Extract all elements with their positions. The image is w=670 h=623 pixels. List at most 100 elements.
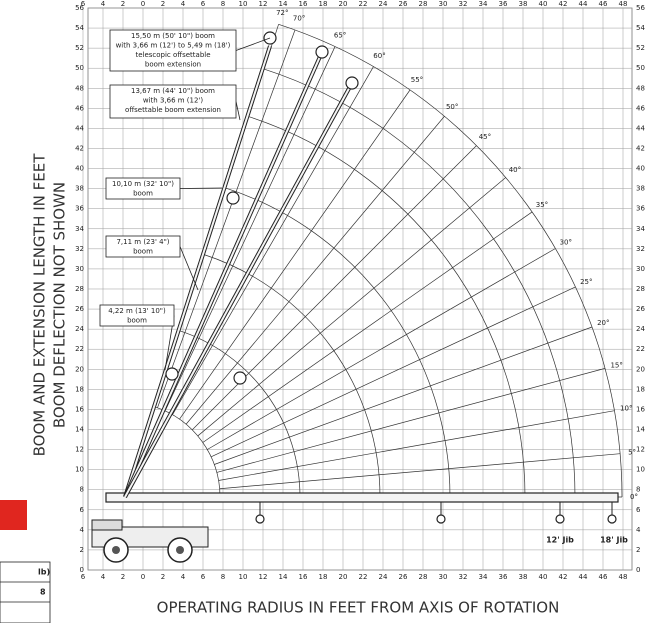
x-tick-label: 32: [459, 573, 468, 581]
y-tick-label: 46: [636, 104, 645, 112]
y-tick-label: 22: [636, 345, 645, 353]
x-tick-label: 22: [359, 573, 368, 581]
y-tick-label: 30: [636, 265, 645, 273]
sheave: [165, 367, 179, 381]
x-tick-label: 10: [239, 0, 248, 8]
y-tick-label: 26: [636, 305, 645, 313]
label-box: [109, 84, 237, 119]
x-tick-label: 16: [299, 573, 308, 581]
jib-label: 12' Jib: [546, 536, 574, 545]
x-tick-label: 44: [579, 0, 588, 8]
x-tick-label: 14: [279, 0, 288, 8]
x-tick-label: 2: [161, 573, 165, 581]
hook: [555, 514, 565, 524]
x-tick-label: 12: [259, 0, 268, 8]
boom-label: 13,67 m (44' 10") boom: [131, 87, 215, 95]
y-tick-label: 50: [636, 64, 645, 72]
y-tick-label: 54: [75, 24, 84, 32]
x-axis-title: OPERATING RADIUS IN FEET FROM AXIS OF RO…: [157, 599, 560, 617]
hook: [436, 514, 446, 524]
x-tick-label: 48: [619, 0, 628, 8]
y-tick-label: 30: [75, 265, 84, 273]
hub: [176, 546, 184, 554]
x-tick-label: 22: [359, 0, 368, 8]
boom-label: boom: [133, 248, 153, 256]
y-tick-label: 4: [80, 526, 85, 534]
angle-line: [185, 116, 445, 425]
angle-label: 35°: [536, 201, 548, 209]
x-tick-label: 28: [419, 0, 428, 8]
hub: [112, 546, 120, 554]
x-tick-label: 18: [319, 573, 328, 581]
range-arc: [203, 254, 381, 498]
angle-line: [219, 453, 621, 490]
angle-label: 5°: [628, 449, 636, 457]
angle-label: 0°: [630, 493, 638, 501]
angle-label: 40°: [509, 166, 521, 174]
x-tick-label: 26: [399, 0, 408, 8]
angle-line: [202, 211, 533, 443]
boom-label: boom: [133, 190, 153, 198]
boom-label: offsettable boom extension: [125, 106, 221, 114]
angle-line: [172, 66, 374, 415]
range-arc: [225, 187, 451, 498]
angle-line: [164, 46, 336, 412]
angle-line: [197, 177, 506, 437]
x-tick-label: 46: [599, 573, 608, 581]
sheave: [315, 45, 329, 59]
y-tick-label: 12: [636, 446, 645, 454]
angle-label: 50°: [446, 103, 458, 111]
x-tick-label: 20: [339, 573, 348, 581]
x-tick-label: 16: [299, 0, 308, 8]
x-tick-label: 48: [619, 573, 628, 581]
x-tick-label: 36: [499, 0, 508, 8]
label-box: [105, 177, 181, 200]
range-arc: [263, 68, 576, 498]
x-tick-label: 4: [181, 0, 186, 8]
y-tick-label: 18: [75, 385, 84, 393]
leader: [235, 37, 271, 51]
y-tick-label: 16: [75, 405, 84, 413]
y-tick-label: 46: [75, 104, 84, 112]
y-tick-label: 34: [636, 225, 645, 233]
y-tick-label: 24: [636, 325, 645, 333]
y-tick-label: 2: [80, 546, 84, 554]
boom-label: 4,22 m (13' 10"): [108, 307, 166, 315]
boom-label: boom: [127, 317, 147, 325]
x-tick-label: 24: [379, 0, 388, 8]
sheave: [233, 371, 247, 385]
x-tick-label: 6: [201, 0, 206, 8]
angle-line: [216, 368, 606, 473]
boom-label: 10,10 m (32' 10"): [112, 180, 174, 188]
y-tick-label: 38: [636, 185, 645, 193]
boom-label: 15,50 m (50' 10") boom: [131, 32, 215, 40]
jib-boom: [105, 492, 619, 503]
x-tick-label: 2: [121, 0, 125, 8]
angle-label: 10°: [620, 405, 632, 413]
angle-label: 55°: [411, 76, 423, 84]
y-tick-label: 28: [636, 285, 645, 293]
x-tick-label: 6: [81, 573, 86, 581]
leader: [179, 187, 223, 189]
y-tick-label: 52: [636, 44, 645, 52]
cab: [91, 519, 123, 531]
y-tick-label: 32: [636, 245, 645, 253]
table-text: lb): [38, 568, 50, 577]
angle-label: 20°: [597, 319, 609, 327]
y-tick-label: 36: [636, 205, 645, 213]
y-tick-label: 44: [75, 124, 84, 132]
y-axis-title: BOOM AND EXTENSION LENGTH IN FEET: [31, 153, 49, 457]
boom-inner: [124, 45, 271, 498]
x-tick-label: 26: [399, 573, 408, 581]
y-tick-label: 20: [636, 365, 645, 373]
angle-line: [191, 145, 477, 431]
x-tick-label: 36: [499, 573, 508, 581]
x-tick-label: 28: [419, 573, 428, 581]
x-tick-label: 2: [161, 0, 165, 8]
x-tick-label: 6: [201, 573, 206, 581]
x-tick-label: 32: [459, 0, 468, 8]
x-tick-label: 6: [81, 0, 86, 8]
x-tick-label: 30: [439, 0, 448, 8]
y-tick-label: 28: [75, 285, 84, 293]
